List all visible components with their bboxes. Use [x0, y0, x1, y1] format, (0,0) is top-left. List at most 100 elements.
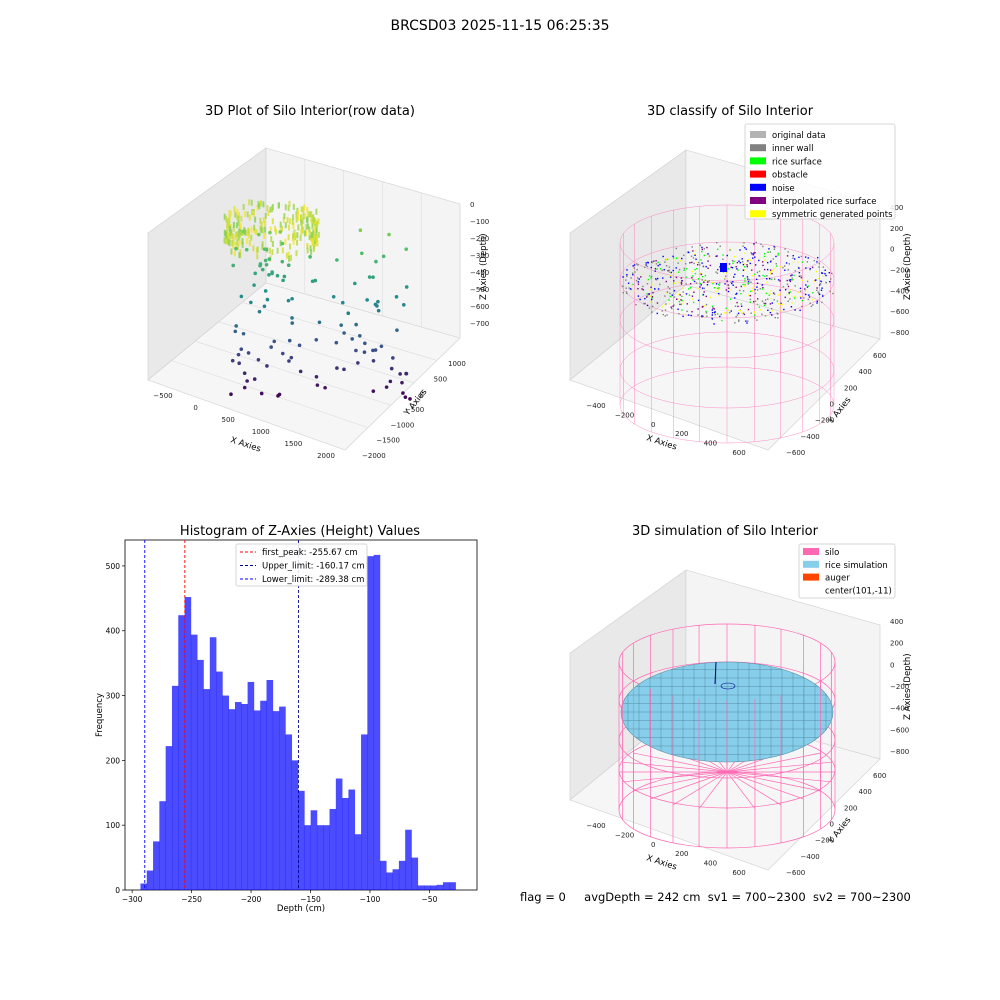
simulation-x-axis-label: X Axies: [645, 853, 678, 872]
classify-data-point: [689, 282, 692, 285]
classify-data-point: [774, 316, 776, 319]
classify-data-point: [652, 262, 655, 264]
classify-data-point: [758, 270, 761, 272]
classify-data-point: [786, 279, 788, 282]
classify-data-point: [806, 280, 809, 283]
classify-data-point: [782, 285, 785, 288]
histogram-bar: [178, 615, 185, 890]
classify-data-point: [724, 277, 727, 280]
histogram-x-tick-label: −250: [181, 895, 202, 904]
simulation-x-tick-label: 200: [675, 850, 688, 858]
raw-data-point: [240, 229, 243, 236]
raw-data-point: [261, 243, 264, 250]
classify-data-point: [812, 298, 814, 301]
classify-y-tick-label: −600: [786, 449, 805, 457]
classify-z-tick-label: −200: [890, 267, 909, 275]
classify-plot-title: 3D classify of Silo Interior: [646, 104, 814, 119]
classify-data-point: [626, 292, 628, 295]
classify-data-point: [738, 260, 740, 262]
classify-data-point: [820, 289, 823, 291]
raw-data-point: [305, 230, 308, 237]
classify-data-point: [763, 302, 765, 304]
classify-data-point: [700, 284, 702, 286]
classify-data-point: [701, 262, 703, 264]
histogram-bar: [367, 556, 374, 890]
simulation-x-tick-label: 400: [704, 860, 717, 868]
raw-y-tick-label: 0: [419, 391, 423, 399]
classify-data-point: [780, 302, 782, 305]
classify-data-point: [699, 272, 702, 275]
classify-data-point: [705, 265, 707, 268]
histogram-bar: [153, 841, 160, 890]
simulation-z-tick-label: 400: [890, 618, 903, 626]
classify-data-point: [633, 267, 635, 269]
classify-data-point: [785, 262, 788, 264]
classify-data-point: [697, 314, 699, 316]
sv2-text: sv2 = 700~2300: [812, 890, 911, 904]
raw-data-point: [233, 250, 236, 257]
classify-data-point: [712, 307, 714, 309]
classify-data-point: [767, 251, 769, 254]
classify-data-point: [793, 296, 795, 298]
classify-data-point: [691, 276, 693, 279]
classify-data-point: [770, 307, 773, 310]
classify-y-tick-label: −200: [815, 417, 834, 425]
classify-data-point: [757, 298, 759, 300]
classify-data-point: [763, 255, 766, 258]
raw-z-tick-label: −100: [470, 218, 489, 226]
raw-data-point: [401, 391, 405, 395]
classify-data-point: [661, 269, 663, 272]
classify-data-point: [752, 257, 754, 259]
simulation-z-tick-label: 200: [890, 640, 903, 648]
classify-data-point: [742, 290, 745, 292]
raw-data-point: [252, 283, 256, 287]
raw-data-point: [376, 308, 381, 313]
raw-x-axis-label: X Axies: [229, 435, 262, 454]
histogram-bar: [342, 797, 349, 890]
classify-data-point: [810, 305, 813, 308]
classify-data-point: [717, 283, 720, 286]
raw-data-point: [376, 299, 380, 304]
classify-z-tick-label: −800: [890, 329, 909, 337]
classify-data-point: [747, 280, 750, 283]
raw-data-point: [253, 227, 256, 234]
raw-data-point: [227, 239, 230, 246]
classify-data-point: [703, 254, 706, 257]
raw-data-point: [279, 221, 282, 228]
classify-data-point: [799, 287, 802, 290]
raw-data-point: [306, 206, 309, 213]
raw-data-point: [241, 331, 246, 336]
classify-data-point: [651, 261, 653, 263]
raw-data-point: [247, 227, 250, 234]
classify-data-point: [646, 304, 649, 307]
raw-floor-grid-line: [218, 321, 415, 384]
raw-data-point: [304, 213, 307, 220]
raw-data-point: [280, 241, 285, 246]
raw-data-point: [274, 228, 277, 235]
classify-y-tick-label: −400: [801, 433, 820, 441]
classify-data-point: [747, 260, 749, 262]
classify-data-point: [716, 255, 718, 257]
classify-legend-swatch: [750, 157, 766, 165]
raw-data-point: [241, 241, 244, 248]
raw-data-point: [316, 220, 319, 227]
classify-data-point: [724, 283, 726, 285]
classify-data-point: [816, 289, 818, 291]
raw-data-point: [313, 278, 318, 283]
classify-data-point: [653, 288, 656, 290]
classify-data-point: [828, 272, 830, 274]
raw-data-point: [236, 231, 239, 238]
classify-data-point: [726, 280, 728, 282]
raw-z-axis-label: Z Axies (Depth): [479, 233, 489, 300]
raw-data-point: [246, 211, 249, 218]
raw-data-point: [401, 303, 406, 307]
histogram-bar: [247, 681, 255, 890]
classify-data-point: [647, 262, 649, 264]
classify-data-point: [818, 292, 820, 295]
raw-data-point: [342, 331, 346, 335]
raw-data-point: [241, 229, 246, 234]
raw-data-point: [340, 300, 345, 305]
classify-data-point: [632, 283, 634, 286]
simulation-silo-spoke: [726, 752, 821, 773]
classify-data-point: [736, 292, 738, 295]
